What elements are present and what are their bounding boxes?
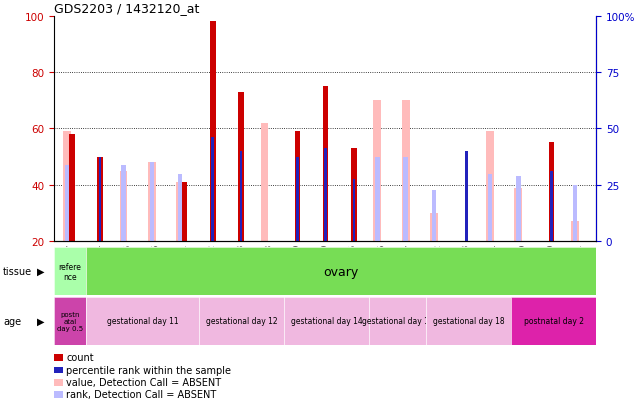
Bar bbox=[176, 183, 184, 242]
Bar bbox=[119, 171, 128, 242]
Bar bbox=[69, 135, 74, 242]
Bar bbox=[323, 87, 328, 242]
Bar bbox=[572, 185, 577, 242]
Bar bbox=[178, 174, 182, 242]
Bar bbox=[324, 149, 327, 242]
Bar bbox=[99, 157, 101, 242]
Text: gestational day 11: gestational day 11 bbox=[107, 317, 178, 325]
Text: gestational day 18: gestational day 18 bbox=[433, 317, 504, 325]
Text: ▶: ▶ bbox=[37, 266, 45, 277]
Bar bbox=[238, 93, 244, 242]
Bar bbox=[465, 152, 468, 242]
Bar bbox=[147, 163, 156, 242]
Bar bbox=[121, 166, 126, 242]
Text: gestational day 14: gestational day 14 bbox=[291, 317, 363, 325]
Bar bbox=[515, 188, 522, 242]
Text: ovary: ovary bbox=[323, 265, 358, 278]
Bar bbox=[351, 149, 356, 242]
Text: count: count bbox=[66, 352, 94, 362]
Bar bbox=[63, 132, 71, 242]
Text: gestational day 12: gestational day 12 bbox=[206, 317, 278, 325]
Text: tissue: tissue bbox=[3, 266, 32, 277]
Bar bbox=[402, 101, 410, 242]
Text: gestational day 16: gestational day 16 bbox=[362, 317, 433, 325]
Text: value, Detection Call = ABSENT: value, Detection Call = ABSENT bbox=[66, 377, 221, 387]
Bar bbox=[430, 214, 438, 242]
Bar bbox=[65, 166, 69, 242]
Text: percentile rank within the sample: percentile rank within the sample bbox=[66, 365, 231, 375]
Bar bbox=[149, 163, 154, 242]
Text: GDS2203 / 1432120_at: GDS2203 / 1432120_at bbox=[54, 2, 200, 15]
Bar bbox=[353, 180, 355, 242]
Bar bbox=[182, 183, 187, 242]
Bar bbox=[261, 123, 269, 242]
Text: refere
nce: refere nce bbox=[59, 262, 81, 281]
Text: rank, Detection Call = ABSENT: rank, Detection Call = ABSENT bbox=[66, 389, 216, 399]
Bar bbox=[550, 171, 553, 242]
Text: age: age bbox=[3, 316, 21, 326]
Bar bbox=[374, 101, 381, 242]
Bar bbox=[295, 132, 300, 242]
Text: postn
atal
day 0.5: postn atal day 0.5 bbox=[57, 311, 83, 331]
Bar bbox=[240, 152, 242, 242]
Bar bbox=[210, 22, 215, 242]
Bar bbox=[97, 157, 103, 242]
Bar bbox=[571, 222, 579, 242]
Bar bbox=[403, 157, 408, 242]
Bar bbox=[375, 157, 379, 242]
Bar bbox=[487, 132, 494, 242]
Text: ▶: ▶ bbox=[37, 316, 45, 326]
Bar bbox=[296, 157, 299, 242]
Bar bbox=[488, 174, 492, 242]
Bar bbox=[516, 177, 520, 242]
Text: postnatal day 2: postnatal day 2 bbox=[524, 317, 583, 325]
Bar bbox=[212, 138, 214, 242]
Bar bbox=[431, 191, 436, 242]
Bar bbox=[549, 143, 554, 242]
